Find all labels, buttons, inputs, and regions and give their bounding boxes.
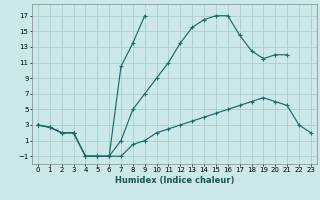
X-axis label: Humidex (Indice chaleur): Humidex (Indice chaleur) [115, 176, 234, 185]
